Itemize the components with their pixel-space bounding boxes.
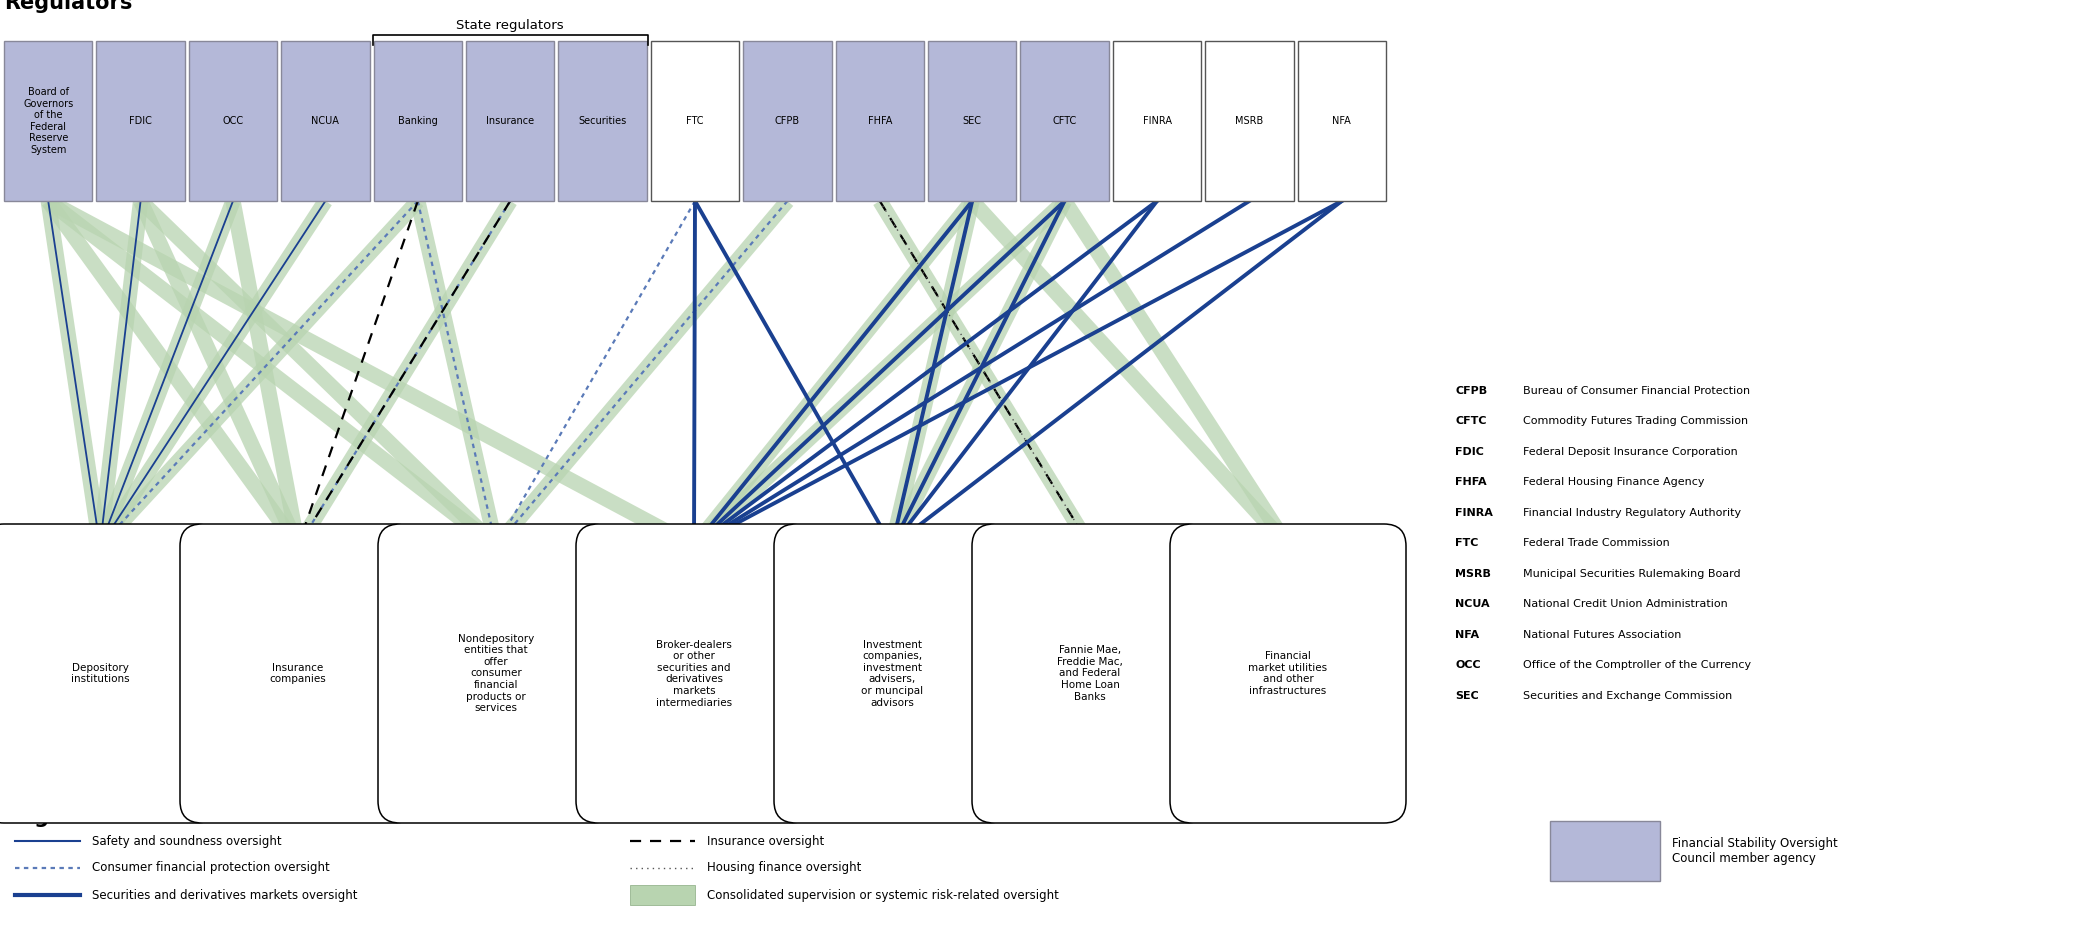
- FancyBboxPatch shape: [973, 524, 1209, 823]
- Text: OCC: OCC: [223, 116, 244, 126]
- Text: FDIC: FDIC: [129, 116, 152, 126]
- Text: FTC: FTC: [1455, 538, 1478, 548]
- Text: Regulated entities: Regulated entities: [4, 807, 221, 827]
- FancyBboxPatch shape: [631, 885, 695, 905]
- FancyBboxPatch shape: [1549, 821, 1660, 881]
- Text: FTC: FTC: [687, 116, 704, 126]
- Text: State regulators: State regulators: [457, 19, 564, 32]
- FancyBboxPatch shape: [1297, 41, 1386, 201]
- Text: FDIC: FDIC: [1455, 447, 1485, 457]
- FancyBboxPatch shape: [1113, 41, 1201, 201]
- Text: Federal Housing Finance Agency: Federal Housing Finance Agency: [1522, 477, 1704, 488]
- Text: Securities and derivatives markets oversight: Securities and derivatives markets overs…: [92, 888, 357, 901]
- Text: Board of
Governors
of the
Federal
Reserve
System: Board of Governors of the Federal Reserv…: [23, 87, 73, 155]
- FancyBboxPatch shape: [651, 41, 739, 201]
- Text: Securities and Exchange Commission: Securities and Exchange Commission: [1522, 691, 1733, 701]
- Text: OCC: OCC: [1455, 661, 1480, 670]
- FancyBboxPatch shape: [188, 41, 278, 201]
- FancyBboxPatch shape: [927, 41, 1017, 201]
- Text: MSRB: MSRB: [1236, 116, 1263, 126]
- FancyBboxPatch shape: [374, 41, 461, 201]
- Text: FINRA: FINRA: [1455, 508, 1493, 518]
- Text: Nondepository
entities that
offer
consumer
financial
products or
services: Nondepository entities that offer consum…: [457, 634, 535, 713]
- Text: SEC: SEC: [1455, 691, 1478, 701]
- Text: Depository
institutions: Depository institutions: [71, 663, 129, 684]
- FancyBboxPatch shape: [775, 524, 1011, 823]
- Text: Financial
market utilities
and other
infrastructures: Financial market utilities and other inf…: [1249, 651, 1328, 695]
- Text: FHFA: FHFA: [869, 116, 892, 126]
- FancyBboxPatch shape: [378, 524, 614, 823]
- Text: Housing finance oversight: Housing finance oversight: [708, 861, 862, 874]
- Text: SEC: SEC: [963, 116, 981, 126]
- FancyBboxPatch shape: [1205, 41, 1295, 201]
- Text: Securities: Securities: [578, 116, 626, 126]
- Text: Safety and soundness oversight: Safety and soundness oversight: [92, 835, 282, 847]
- Text: FHFA: FHFA: [1455, 477, 1487, 488]
- Text: Fannie Mae,
Freddie Mac,
and Federal
Home Loan
Banks: Fannie Mae, Freddie Mac, and Federal Hom…: [1057, 645, 1123, 702]
- Text: NCUA: NCUA: [311, 116, 340, 126]
- FancyBboxPatch shape: [576, 524, 812, 823]
- FancyBboxPatch shape: [282, 41, 370, 201]
- Text: National Credit Union Administration: National Credit Union Administration: [1522, 599, 1727, 609]
- Text: Commodity Futures Trading Commission: Commodity Futures Trading Commission: [1522, 417, 1748, 427]
- FancyBboxPatch shape: [1021, 41, 1109, 201]
- Text: Insurance oversight: Insurance oversight: [708, 835, 825, 847]
- Text: CFTC: CFTC: [1052, 116, 1077, 126]
- Text: Broker-dealers
or other
securities and
derivatives
markets
intermediaries: Broker-dealers or other securities and d…: [656, 639, 733, 708]
- Text: Banking: Banking: [399, 116, 438, 126]
- FancyBboxPatch shape: [0, 524, 217, 823]
- Text: Consolidated supervision or systemic risk-related oversight: Consolidated supervision or systemic ris…: [708, 888, 1059, 901]
- FancyBboxPatch shape: [96, 41, 186, 201]
- Text: Financial Stability Oversight
Council member agency: Financial Stability Oversight Council me…: [1672, 837, 1837, 865]
- Text: Federal Trade Commission: Federal Trade Commission: [1522, 538, 1670, 548]
- Text: MSRB: MSRB: [1455, 569, 1491, 579]
- Text: Insurance: Insurance: [487, 116, 535, 126]
- Text: Office of the Comptroller of the Currency: Office of the Comptroller of the Currenc…: [1522, 661, 1752, 670]
- FancyBboxPatch shape: [1169, 524, 1405, 823]
- FancyBboxPatch shape: [180, 524, 416, 823]
- FancyBboxPatch shape: [557, 41, 647, 201]
- Text: CFPB: CFPB: [1455, 386, 1487, 396]
- Text: Regulators: Regulators: [4, 0, 132, 13]
- Text: National Futures Association: National Futures Association: [1522, 630, 1681, 640]
- Text: Consumer financial protection oversight: Consumer financial protection oversight: [92, 861, 330, 874]
- Text: Municipal Securities Rulemaking Board: Municipal Securities Rulemaking Board: [1522, 569, 1741, 579]
- Text: NCUA: NCUA: [1455, 599, 1489, 609]
- Text: NFA: NFA: [1332, 116, 1351, 126]
- Text: FINRA: FINRA: [1142, 116, 1171, 126]
- FancyBboxPatch shape: [743, 41, 831, 201]
- Text: Investment
companies,
investment
advisers,
or muncipal
advisors: Investment companies, investment adviser…: [860, 639, 923, 708]
- Text: Federal Deposit Insurance Corporation: Federal Deposit Insurance Corporation: [1522, 447, 1737, 457]
- Text: CFTC: CFTC: [1455, 417, 1487, 427]
- Text: CFPB: CFPB: [775, 116, 800, 126]
- Text: Insurance
companies: Insurance companies: [269, 663, 326, 684]
- FancyBboxPatch shape: [4, 41, 92, 201]
- FancyBboxPatch shape: [835, 41, 925, 201]
- Text: Bureau of Consumer Financial Protection: Bureau of Consumer Financial Protection: [1522, 386, 1750, 396]
- Text: Financial Industry Regulatory Authority: Financial Industry Regulatory Authority: [1522, 508, 1741, 518]
- FancyBboxPatch shape: [466, 41, 555, 201]
- Text: NFA: NFA: [1455, 630, 1478, 640]
